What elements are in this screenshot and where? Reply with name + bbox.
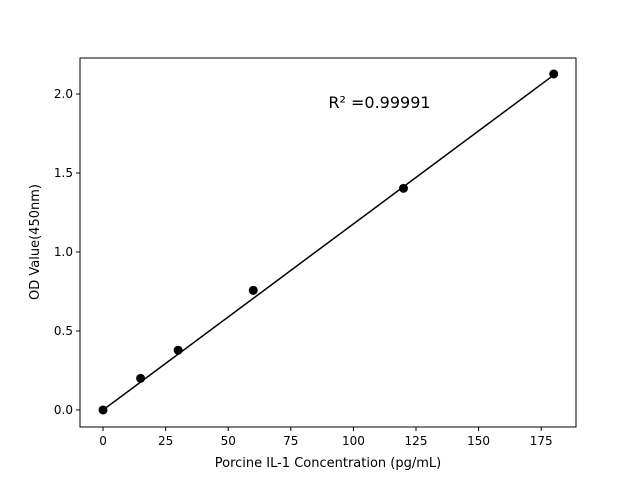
y-tick-label: 0.5 <box>54 324 73 338</box>
data-point <box>398 183 408 193</box>
data-point <box>136 373 146 383</box>
x-tick-label: 100 <box>342 434 365 448</box>
x-tick-label: 125 <box>405 434 428 448</box>
x-tick-label: 50 <box>221 434 236 448</box>
y-tick-label: 1.5 <box>54 166 73 180</box>
data-point <box>248 285 258 295</box>
x-axis-label: Porcine IL-1 Concentration (pg/mL) <box>215 456 442 471</box>
x-tick-label: 25 <box>158 434 173 448</box>
y-axis-label: OD Value(450nm) <box>28 184 43 300</box>
x-tick-label: 0 <box>99 434 107 448</box>
data-point <box>98 405 108 415</box>
y-tick-label: 2.0 <box>54 87 73 101</box>
y-tick-label: 0.0 <box>54 403 73 417</box>
x-tick-label: 75 <box>283 434 298 448</box>
data-point <box>173 345 183 355</box>
data-point <box>549 69 559 79</box>
y-tick-label: 1.0 <box>54 245 73 259</box>
x-tick-label: 150 <box>467 434 490 448</box>
x-tick-label: 175 <box>530 434 553 448</box>
r-squared-annotation: R² =0.99991 <box>328 93 430 112</box>
